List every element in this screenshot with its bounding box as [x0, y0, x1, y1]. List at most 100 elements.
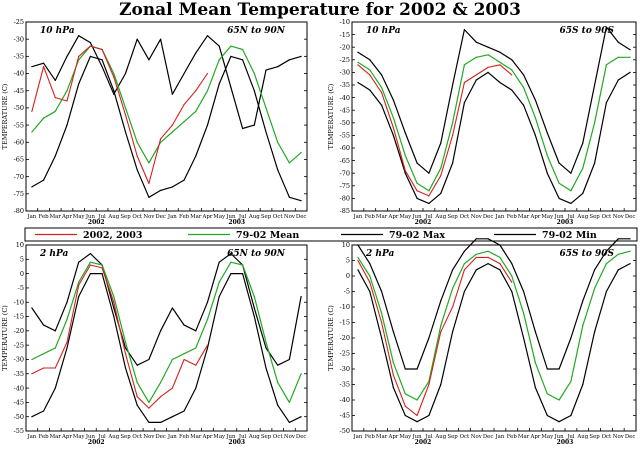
data-point: [288, 358, 291, 361]
y-tick-label: -65: [340, 157, 350, 165]
x-tick-label: Jun: [225, 434, 236, 440]
data-point: [558, 399, 560, 401]
data-point: [78, 261, 80, 263]
plot-frame: [25, 244, 308, 432]
data-point: [416, 421, 418, 423]
data-point: [54, 347, 56, 349]
data-point: [31, 373, 33, 375]
data-point: [475, 269, 477, 271]
x-tick-label: Jan: [352, 214, 362, 220]
data-point: [206, 344, 209, 346]
data-point: [288, 421, 291, 424]
data-point: [440, 192, 442, 194]
data-point: [277, 169, 279, 171]
y-tick-label: -50: [340, 427, 350, 435]
data-point: [218, 281, 220, 283]
data-point: [124, 107, 127, 109]
data-point: [570, 337, 572, 339]
data-point: [136, 38, 138, 40]
data-point: [78, 35, 80, 37]
data-point: [206, 124, 209, 126]
data-point: [89, 264, 91, 266]
y-tick-label: -30: [14, 35, 24, 43]
data-point: [617, 41, 619, 43]
data-point: [124, 131, 127, 133]
x-tick-label: Dec: [483, 434, 494, 440]
data-point: [582, 167, 584, 169]
data-point: [617, 269, 619, 271]
series-line-79-02-max: [31, 253, 302, 366]
x-tick-label: Jan: [26, 434, 36, 440]
data-point: [277, 66, 279, 68]
data-point: [428, 190, 430, 192]
x-tick-label: Nov: [613, 434, 625, 440]
data-point: [78, 55, 80, 57]
year-label: 2002: [415, 439, 432, 446]
data-point: [183, 121, 185, 123]
y-tick-label: -50: [14, 104, 24, 112]
x-tick-label: Dec: [625, 214, 636, 220]
x-tick-label: Mar: [518, 434, 530, 440]
data-point: [605, 290, 608, 293]
x-tick-label: May: [541, 434, 554, 440]
x-tick-label: Nov: [284, 214, 296, 220]
data-point: [206, 301, 209, 303]
data-point: [242, 273, 244, 275]
y-tick-label: -75: [340, 182, 350, 190]
y-tick-label: -10: [340, 18, 350, 26]
data-point: [380, 86, 383, 89]
y-tick-label: -45: [340, 106, 350, 114]
y-tick-label: -55: [14, 121, 24, 129]
data-point: [242, 59, 244, 61]
data-point: [253, 90, 255, 92]
data-point: [404, 132, 406, 134]
x-tick-label: Apr: [529, 434, 540, 440]
y-tick-label: 5: [20, 256, 24, 264]
x-tick-label: Dec: [296, 434, 307, 440]
legend-entry-label: 79-02 Max: [389, 230, 445, 241]
data-point: [404, 170, 406, 172]
x-tick-label: Jun: [412, 434, 423, 440]
data-point: [31, 416, 33, 418]
data-point: [511, 290, 513, 293]
x-tick-label: Jun: [85, 214, 96, 220]
y-tick-label: -15: [14, 313, 24, 321]
data-point: [218, 261, 220, 263]
data-point: [428, 383, 430, 386]
data-point: [499, 244, 501, 246]
region-label: 65N to 90N: [227, 249, 286, 259]
data-point: [242, 264, 244, 266]
x-tick-label: Dec: [155, 434, 166, 440]
year-label: 2002: [88, 219, 105, 226]
data-point: [253, 72, 255, 75]
y-tick-label: -45: [14, 399, 24, 407]
data-point: [522, 312, 525, 314]
data-point: [475, 41, 477, 43]
legend: 2002, 2003 79-02 Mean 79-02 Max 79-02 Min: [24, 227, 638, 242]
year-label: 2003: [557, 439, 574, 446]
data-point: [593, 84, 596, 86]
data-point: [230, 55, 232, 57]
x-tick-label: Sep: [447, 434, 458, 440]
data-point: [463, 28, 466, 31]
figure-title: Zonal Mean Temperature for 2002 & 2003: [119, 0, 521, 20]
data-point: [369, 59, 371, 61]
data-point: [42, 117, 45, 119]
x-tick-label: Jun: [554, 214, 565, 220]
data-point: [605, 64, 608, 66]
x-tick-label: Jun: [412, 214, 423, 220]
y-tick-label: -55: [14, 427, 24, 435]
data-point: [195, 110, 197, 112]
data-point: [54, 387, 56, 389]
data-point: [416, 190, 418, 192]
y-tick-label: -40: [14, 384, 24, 392]
data-point: [570, 202, 572, 205]
x-tick-label: May: [213, 214, 226, 220]
data-point: [380, 337, 383, 339]
data-point: [558, 197, 560, 199]
data-point: [66, 301, 68, 303]
x-tick-label: Jul: [238, 434, 247, 440]
x-tick-label: May: [73, 434, 86, 440]
x-tick-label: Aug: [107, 214, 119, 220]
